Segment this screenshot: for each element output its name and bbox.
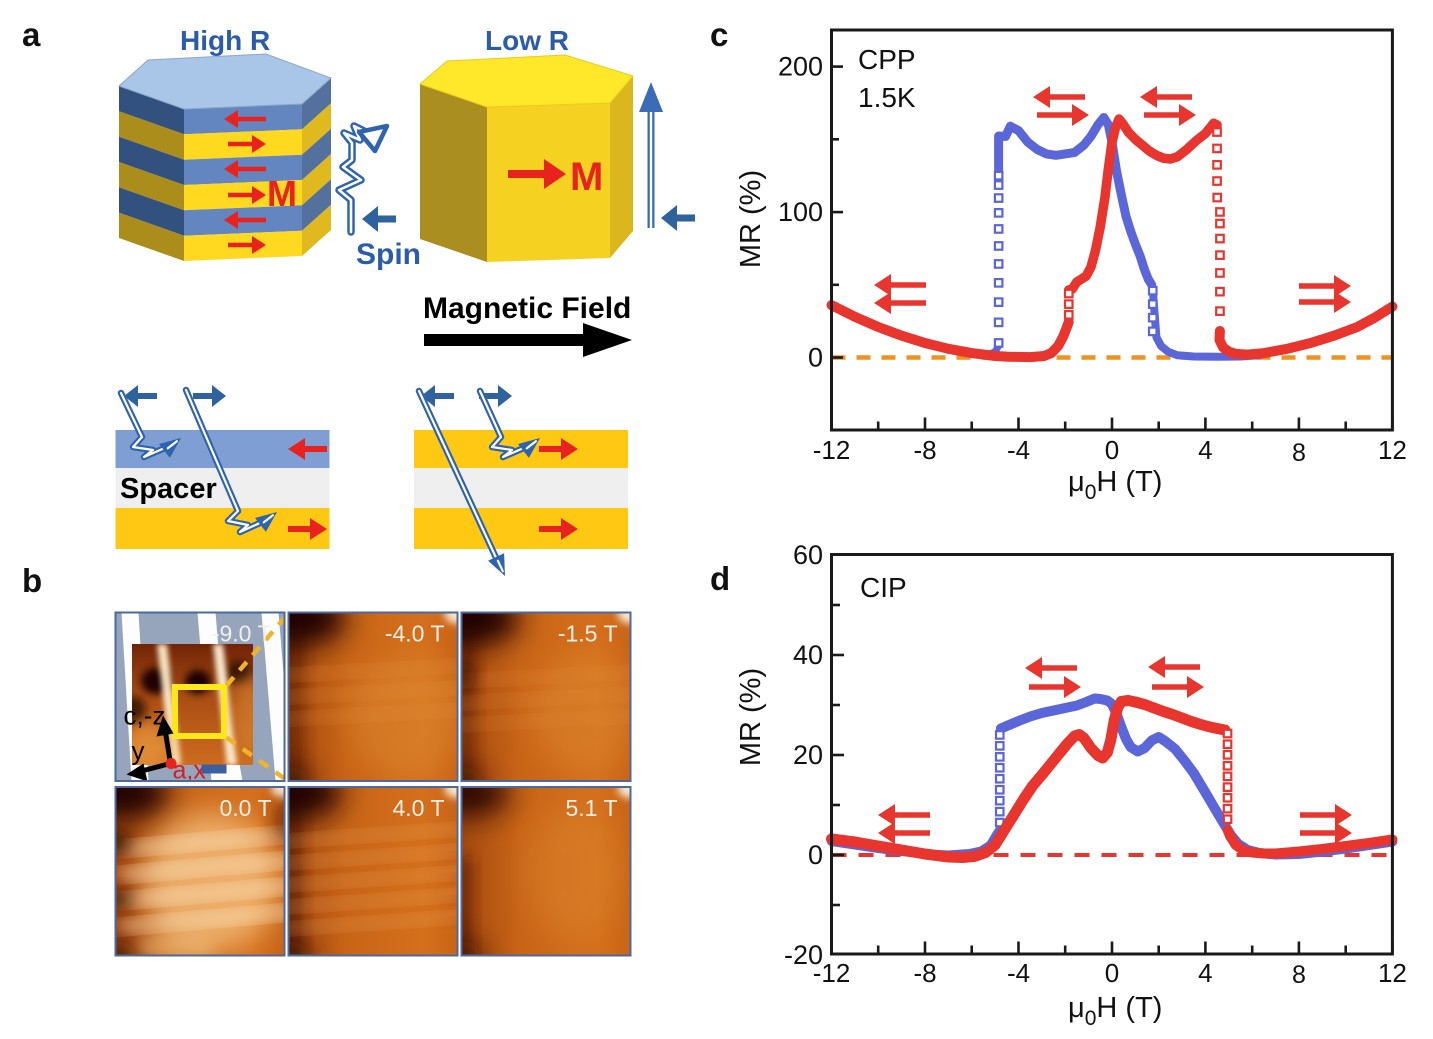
svg-text:d: d <box>710 560 730 597</box>
svg-text:a: a <box>22 16 41 53</box>
svg-text:5.1 T: 5.1 T <box>566 795 618 821</box>
svg-text:-8: -8 <box>913 958 936 988</box>
svg-text:100: 100 <box>778 197 823 227</box>
svg-text:-4: -4 <box>1007 435 1030 465</box>
svg-text:12: 12 <box>1378 435 1407 465</box>
svg-text:-4: -4 <box>1007 958 1030 988</box>
svg-text:b: b <box>22 562 42 599</box>
svg-text:0: 0 <box>808 840 823 870</box>
svg-text:-1.5 T: -1.5 T <box>558 621 618 647</box>
svg-text:60: 60 <box>793 540 823 570</box>
svg-text:c: c <box>710 16 728 53</box>
svg-text:4.0 T: 4.0 T <box>393 795 445 821</box>
svg-text:c,-z: c,-z <box>124 701 166 731</box>
svg-text:4: 4 <box>1198 435 1212 465</box>
svg-text:Spin: Spin <box>356 238 421 271</box>
svg-text:μ0H (T): μ0H (T) <box>1068 466 1162 504</box>
svg-text:CPP: CPP <box>858 44 916 75</box>
svg-text:200: 200 <box>778 52 823 82</box>
svg-text:0: 0 <box>808 343 823 373</box>
svg-text:-9.0 T: -9.0 T <box>212 621 272 647</box>
svg-text:-8: -8 <box>913 435 936 465</box>
svg-text:20: 20 <box>793 740 823 770</box>
svg-text:MR (%): MR (%) <box>735 170 767 268</box>
svg-text:8: 8 <box>1292 439 1306 467</box>
svg-text:8: 8 <box>1292 961 1306 989</box>
svg-text:12: 12 <box>1378 958 1407 988</box>
svg-text:0: 0 <box>1105 958 1119 988</box>
svg-text:0.0 T: 0.0 T <box>220 795 272 821</box>
svg-text:Spacer: Spacer <box>120 473 217 505</box>
svg-text:y: y <box>132 736 145 766</box>
svg-text:40: 40 <box>793 640 823 670</box>
svg-text:M: M <box>267 173 297 214</box>
svg-text:MR (%): MR (%) <box>735 668 767 766</box>
svg-text:-12: -12 <box>813 435 851 465</box>
svg-text:1.5K: 1.5K <box>858 82 916 113</box>
svg-text:CIP: CIP <box>860 572 907 603</box>
svg-text:μ0H (T): μ0H (T) <box>1068 992 1162 1030</box>
svg-text:M: M <box>570 155 603 199</box>
svg-text:Low R: Low R <box>485 25 569 56</box>
svg-text:-20: -20 <box>784 940 823 970</box>
svg-text:High R: High R <box>180 25 270 56</box>
svg-text:-4.0 T: -4.0 T <box>385 621 445 647</box>
svg-text:4: 4 <box>1198 958 1212 988</box>
svg-text:a,x: a,x <box>173 757 207 785</box>
svg-text:-12: -12 <box>813 958 851 988</box>
svg-text:0: 0 <box>1105 435 1119 465</box>
svg-text:Magnetic Field: Magnetic Field <box>423 292 631 325</box>
